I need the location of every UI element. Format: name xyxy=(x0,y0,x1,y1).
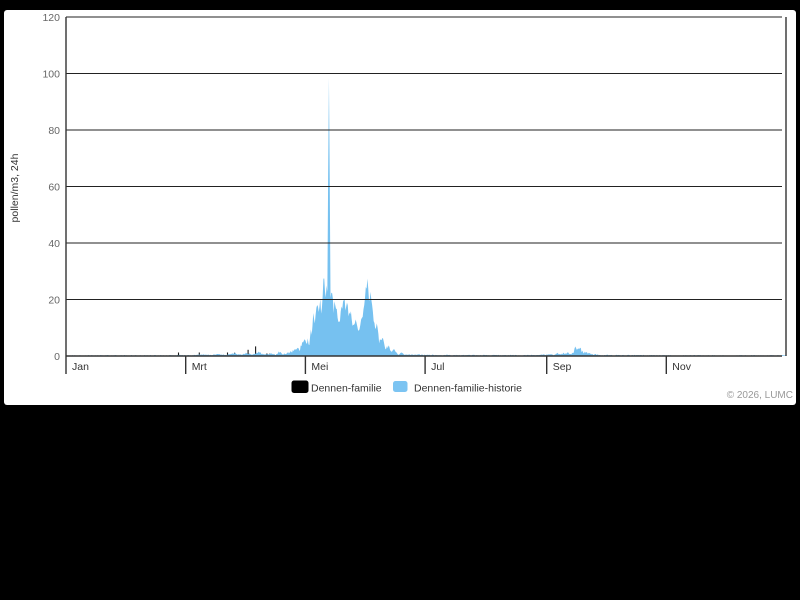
svg-text:Jan: Jan xyxy=(72,361,89,373)
svg-text:120: 120 xyxy=(42,12,60,24)
svg-text:Mrt: Mrt xyxy=(192,361,207,373)
svg-text:pollen/m3, 24h: pollen/m3, 24h xyxy=(9,153,21,222)
svg-text:Dennen-familie-historie: Dennen-familie-historie xyxy=(414,383,522,395)
svg-text:80: 80 xyxy=(48,125,60,137)
svg-text:40: 40 xyxy=(48,238,60,250)
svg-text:100: 100 xyxy=(42,69,60,81)
svg-text:0: 0 xyxy=(54,351,60,363)
svg-text:© 2026, LUMC: © 2026, LUMC xyxy=(727,390,793,401)
svg-text:Dennen-familie: Dennen-familie xyxy=(311,383,382,395)
svg-text:Mei: Mei xyxy=(311,361,328,373)
svg-text:60: 60 xyxy=(48,182,60,194)
svg-text:20: 20 xyxy=(48,295,60,307)
svg-text:Jul: Jul xyxy=(431,361,444,373)
svg-text:Nov: Nov xyxy=(672,361,691,373)
svg-text:Sep: Sep xyxy=(553,361,572,373)
